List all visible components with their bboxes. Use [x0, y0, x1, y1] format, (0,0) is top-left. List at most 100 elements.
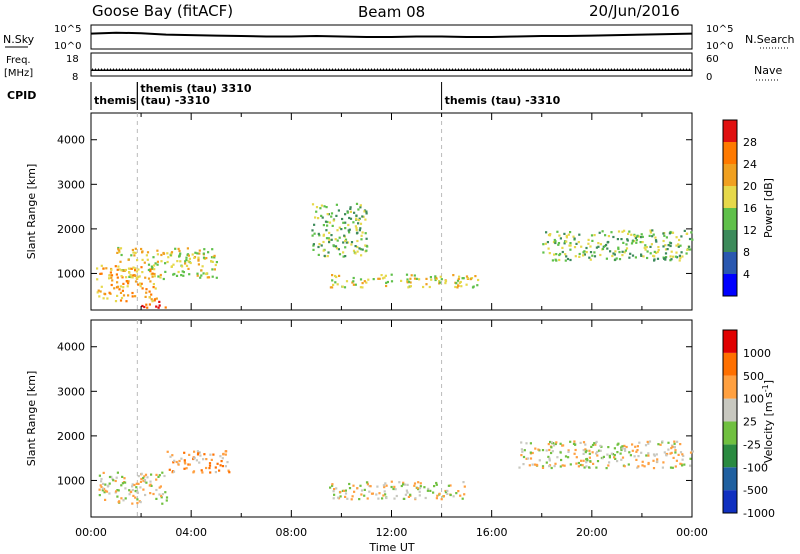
echo-cell [548, 465, 551, 468]
echo-cell [673, 442, 676, 445]
cpid-segment-label: themis (tau) 3310 [140, 82, 252, 95]
echo-cell [561, 246, 564, 249]
echo-cell [563, 240, 567, 243]
echo-cell [402, 481, 405, 484]
echo-cell [138, 282, 142, 285]
echo-cell [352, 249, 356, 252]
echo-cell [564, 253, 567, 256]
echo-cell [188, 273, 191, 276]
echo-cell [206, 276, 209, 279]
echo-cell [151, 267, 154, 270]
echo-cell [342, 251, 345, 254]
echo-cell [118, 268, 121, 271]
echo-cell [145, 254, 148, 257]
echo-cell [461, 497, 464, 500]
echo-cell [667, 441, 670, 444]
echo-cell [675, 244, 678, 247]
echo-cell [336, 239, 339, 242]
echo-cell [618, 258, 622, 261]
echo-cell [559, 465, 562, 468]
echo-cell [358, 498, 361, 501]
echo-cell [457, 277, 460, 281]
echo-cell [598, 231, 601, 234]
echo-cell [394, 488, 397, 491]
y-axis-label: Slant Range [km] [25, 371, 38, 467]
echo-cell [649, 245, 652, 248]
echo-cell [529, 442, 532, 445]
echo-cell [566, 257, 570, 261]
echo-cell [607, 235, 610, 238]
echo-cell [673, 446, 676, 449]
echo-cell [108, 475, 112, 479]
echo-cell [120, 269, 123, 272]
echo-cell [338, 274, 341, 277]
colorbar-tick-label: -500 [743, 484, 768, 497]
echo-cell [583, 253, 586, 256]
echo-cell [644, 248, 647, 251]
echo-cell [164, 491, 167, 494]
echo-cell [120, 497, 123, 500]
echo-cell [577, 241, 580, 244]
echo-cell [520, 448, 523, 451]
echo-cell [360, 489, 364, 492]
echo-cell [130, 267, 133, 270]
echo-cell [185, 467, 188, 470]
echo-cell [589, 251, 593, 254]
echo-cell [354, 245, 357, 248]
echo-cell [128, 489, 131, 492]
echo-cell [198, 252, 201, 255]
echo-cell [548, 459, 551, 462]
echo-cell [177, 270, 180, 274]
echo-cell [218, 469, 221, 472]
echo-cell [667, 244, 670, 247]
echo-cell [155, 305, 158, 308]
echo-cell [140, 266, 143, 269]
echo-cell [110, 283, 113, 287]
echo-cell [108, 277, 111, 280]
echo-cell [649, 229, 652, 232]
echo-cell [185, 258, 188, 261]
echo-cell [552, 241, 556, 244]
echo-cell [130, 254, 133, 257]
echo-cell [211, 248, 214, 251]
echo-cell [96, 278, 99, 281]
echo-cell [418, 278, 421, 281]
echo-cell [625, 247, 629, 250]
echo-cell [322, 233, 325, 236]
echo-cell [127, 294, 130, 297]
echo-cell [155, 488, 158, 492]
echo-cell [144, 493, 147, 497]
echo-cell [631, 254, 635, 257]
echo-cell [594, 441, 597, 445]
echo-cell [99, 272, 102, 275]
echo-cell [163, 474, 166, 478]
echo-cell [355, 202, 359, 205]
echo-cell [528, 464, 531, 467]
echo-cell [164, 306, 167, 309]
echo-cell [349, 206, 352, 209]
echo-cell [202, 458, 205, 461]
echo-cell [621, 456, 625, 459]
echo-cell [347, 223, 350, 227]
echo-cell [385, 484, 388, 487]
echo-cell [118, 251, 121, 254]
velocity-panel: 1000 2000 3000 4000 Slant Range [km] 1000 500 1… [25, 319, 775, 520]
echo-cell [417, 481, 420, 484]
echo-cell [541, 465, 545, 468]
echo-cell [116, 281, 119, 284]
echo-cell [691, 238, 694, 241]
echo-cell [522, 455, 526, 459]
echo-cell [170, 252, 173, 255]
echo-cell [176, 260, 179, 263]
echo-cell [103, 292, 106, 295]
echo-cell [157, 275, 160, 278]
echo-cell [131, 248, 134, 252]
echo-cell [548, 252, 551, 255]
echo-cell [162, 251, 165, 255]
echo-cell [330, 234, 333, 237]
echo-cell [131, 291, 134, 295]
echo-cell [675, 251, 678, 254]
echo-cell [385, 284, 388, 288]
echo-cell [144, 473, 148, 476]
echo-cell [143, 475, 146, 478]
